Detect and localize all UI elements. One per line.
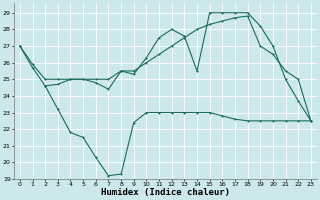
- X-axis label: Humidex (Indice chaleur): Humidex (Indice chaleur): [101, 188, 230, 197]
